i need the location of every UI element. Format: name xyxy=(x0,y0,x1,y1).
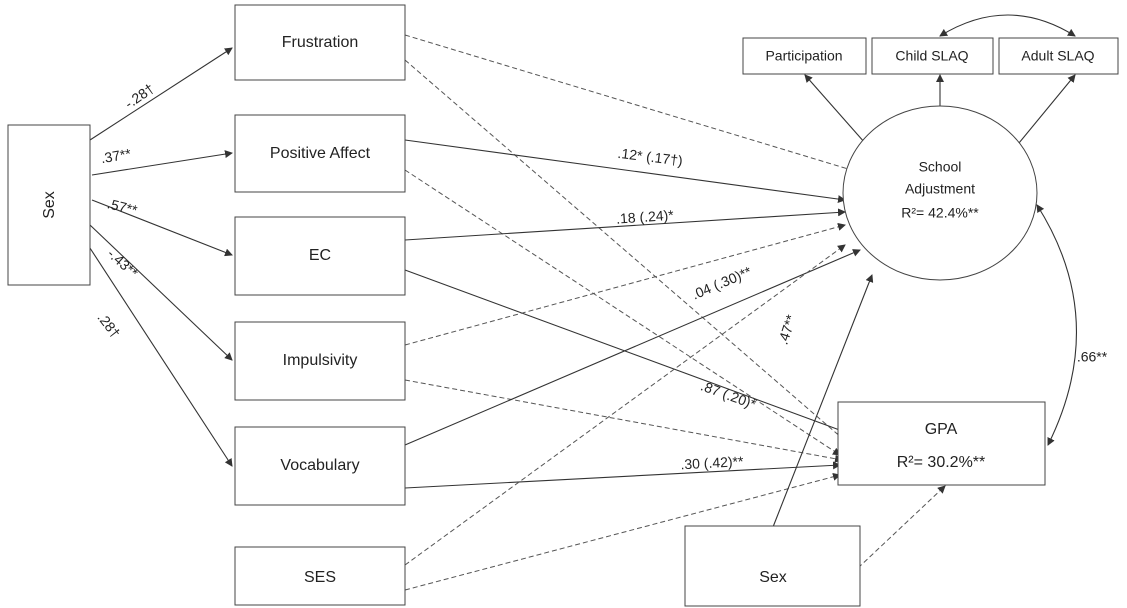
node-label: Positive Affect xyxy=(270,145,371,162)
node-label: Participation xyxy=(765,48,842,64)
edge-label: .37** xyxy=(99,145,132,166)
edge-label: .66** xyxy=(1077,349,1108,365)
node-label: EC xyxy=(309,247,331,264)
edge xyxy=(404,461,841,489)
node-label: Frustration xyxy=(282,34,358,51)
node-box xyxy=(234,114,406,193)
node-box xyxy=(234,321,406,401)
edge xyxy=(89,224,233,361)
node-box xyxy=(871,37,994,75)
node-box xyxy=(837,401,1046,486)
edge xyxy=(404,472,841,591)
node-r2: R²= 42.4%** xyxy=(901,205,979,221)
node-box xyxy=(234,426,406,506)
edge-label: .12* (.17†) xyxy=(617,145,684,169)
node-label: Sex xyxy=(41,191,58,219)
edge xyxy=(857,485,946,569)
edge xyxy=(404,244,846,566)
covariance xyxy=(1036,204,1078,446)
node-box xyxy=(998,37,1119,75)
edge xyxy=(91,199,233,257)
nodes: Sex Frustration Positive Affect EC Impul… xyxy=(7,4,1119,607)
node-label: Sex xyxy=(759,569,787,586)
edge xyxy=(404,249,861,446)
edge-label: -.28† xyxy=(122,80,157,111)
edge xyxy=(404,59,851,446)
edge xyxy=(404,169,841,456)
node-label: School xyxy=(919,159,962,175)
edge-label: .04 (.30)** xyxy=(689,263,754,303)
edge-label: .28† xyxy=(94,310,123,341)
latent-node xyxy=(842,105,1038,281)
node-label: Adjustment xyxy=(905,181,975,197)
covariance xyxy=(939,14,1076,37)
edge xyxy=(404,139,846,204)
node-box xyxy=(742,37,867,75)
node-box xyxy=(234,4,406,81)
node-box xyxy=(7,124,91,286)
edge xyxy=(404,34,869,177)
node-label: Impulsivity xyxy=(283,352,358,369)
node-r2: R²= 30.2%** xyxy=(897,454,986,471)
edge xyxy=(91,150,233,176)
node-label: Vocabulary xyxy=(280,457,359,474)
edge xyxy=(404,379,843,463)
edge xyxy=(772,274,874,528)
node-box xyxy=(684,525,861,607)
edge-label: -.43** xyxy=(104,245,141,281)
node-label: SES xyxy=(304,569,336,586)
node-label: GPA xyxy=(925,421,958,438)
node-label: Adult SLAQ xyxy=(1021,48,1094,64)
edge-label: .47** xyxy=(774,312,799,346)
node-label: Child SLAQ xyxy=(895,48,968,64)
edge xyxy=(89,47,233,141)
edge xyxy=(404,208,846,241)
edge xyxy=(404,222,846,346)
edge-label: .57** xyxy=(106,195,140,218)
edge-label: .18 (.24)* xyxy=(616,207,675,227)
node-box xyxy=(234,546,406,606)
node-box xyxy=(234,216,406,296)
edge-label: .30 (.42)** xyxy=(680,453,744,472)
edge xyxy=(87,244,233,467)
